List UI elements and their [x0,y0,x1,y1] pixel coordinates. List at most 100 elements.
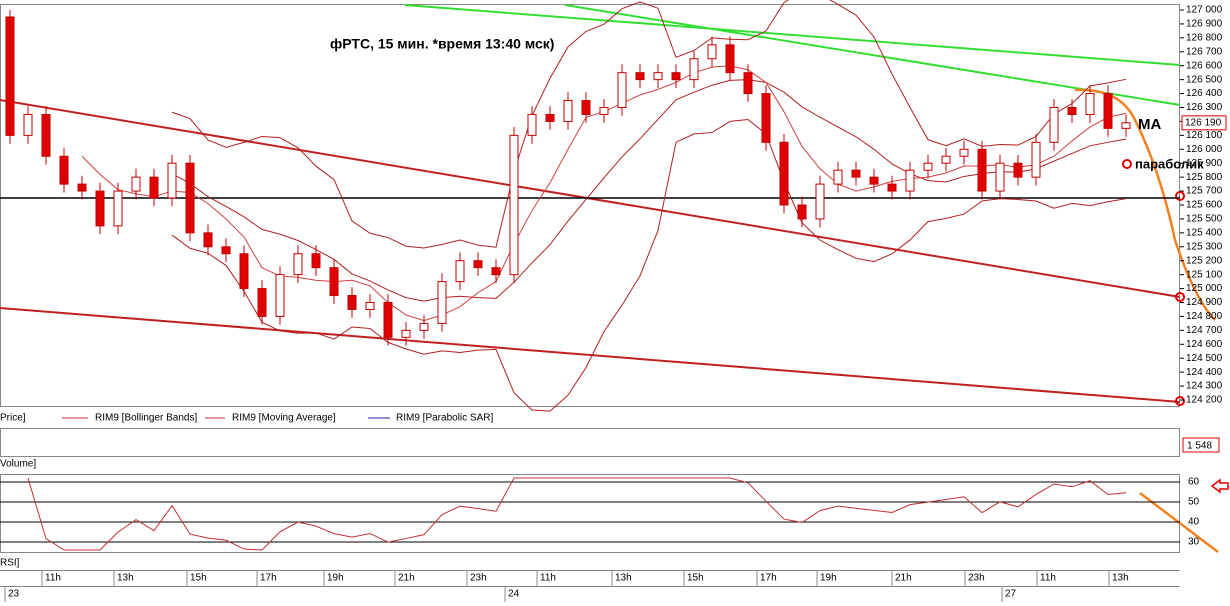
y-tick-label: 125 500 [1186,214,1223,225]
panel-title: RSI] [0,558,20,569]
candle-body [131,176,141,192]
candle-body [689,58,699,81]
x-tick-label: 15h [190,573,207,584]
candle-body [923,162,933,171]
candle-body [509,134,519,276]
annotation: параболик [1135,156,1204,171]
candle-body [437,281,447,324]
candle-body [401,329,411,338]
y-tick-label: 126 700 [1186,46,1223,57]
day-label: 23 [8,589,20,600]
candle-body [257,288,267,317]
legend-item: RIM9 [Bollinger Bands] [95,413,197,424]
candle-body [725,44,735,74]
candle-body [671,72,681,81]
x-tick-label: 13h [1112,573,1129,584]
candle-body [707,44,717,60]
marker [1122,159,1132,169]
candle-body [167,162,177,199]
candle-body [869,176,879,185]
y-tick-label: 60 [1188,477,1200,488]
candle-body [41,113,51,157]
y-tick-label: 126 100 [1186,130,1223,141]
x-tick-label: 19h [327,573,344,584]
candle-body [239,253,249,290]
candle-body [1049,107,1059,143]
candle-body [311,253,321,269]
annotation: MA [1138,116,1161,133]
trend-line [404,4,1181,66]
candle-body [995,162,1005,192]
y-tick-label: 124 700 [1186,325,1223,336]
x-tick-label: 23h [968,573,985,584]
candle-body [491,267,501,276]
y-tick-label: 30 [1188,537,1200,548]
candle-body [581,100,591,115]
x-tick-label: 21h [398,573,415,584]
candle-body [941,155,951,164]
rsi-line [27,477,1127,551]
y-tick-label: 125 100 [1186,269,1223,280]
y-tick-label: 124 900 [1186,297,1223,308]
candle-body [95,190,105,227]
bollinger-mid [171,79,1127,302]
x-tick-label: 21h [895,573,912,584]
y-tick-label: 124 600 [1186,339,1223,350]
candle-body [851,169,861,178]
chart-title: фРТС, 15 мин. *время 13:40 мск) [330,36,554,52]
candle-body [1085,93,1095,115]
candle-body [473,260,483,269]
candle-body [347,295,357,310]
value-box [1182,437,1220,453]
candle-body [1121,122,1131,129]
candle-body [113,190,123,227]
candle-body [779,141,789,206]
candle-body [1067,107,1077,115]
y-tick-label: 125 600 [1186,200,1223,211]
x-tick-label: 13h [117,573,134,584]
candle-body [419,322,429,331]
y-tick-label: 40 [1188,517,1200,528]
y-tick-label: 126 500 [1186,74,1223,85]
candle-body [833,169,843,185]
panel-title: Volume] [0,459,36,470]
candle-body [1103,93,1113,129]
legend-item: RIM9 [Parabolic SAR] [396,413,493,424]
y-tick-label: 126 400 [1186,88,1223,99]
trend-line [0,307,1181,403]
candle-body [887,183,897,192]
y-tick-label: 125 800 [1186,172,1223,183]
y-tick-label: 124 800 [1186,311,1223,322]
x-tick-label: 19h [820,573,837,584]
candle-body [653,72,663,81]
y-tick-label: 126 000 [1186,144,1223,155]
candle-body [185,162,195,234]
y-tick-label: 124 300 [1186,381,1223,392]
candle-body [455,260,465,283]
last-price: 126 190 [1185,117,1222,128]
trend-line [564,4,1181,106]
candle-body [59,155,69,185]
x-tick-label: 17h [260,573,277,584]
rsi-panel [0,474,1180,553]
candle-body [977,148,987,192]
candle-body [275,274,285,317]
candle-body [905,169,915,192]
y-tick-label: 125 900 [1186,158,1223,169]
candle-body [599,107,609,115]
candle-body [203,232,213,248]
candle-body [959,148,969,157]
y-tick-label: 126 800 [1186,32,1223,43]
volume-last: 1 548 [1187,441,1212,452]
y-tick-label: 125 000 [1186,283,1223,294]
x-tick-label: 11h [540,573,556,584]
bollinger-lower [171,119,1127,412]
day-label: 24 [508,589,520,600]
marker [1175,191,1185,201]
x-tick-label: 13h [615,573,632,584]
candle-body [221,246,231,255]
y-tick-label: 125 300 [1186,241,1223,252]
candle-body [1031,141,1041,178]
y-tick-label: 127 000 [1186,5,1223,16]
price-panel [0,4,1180,407]
